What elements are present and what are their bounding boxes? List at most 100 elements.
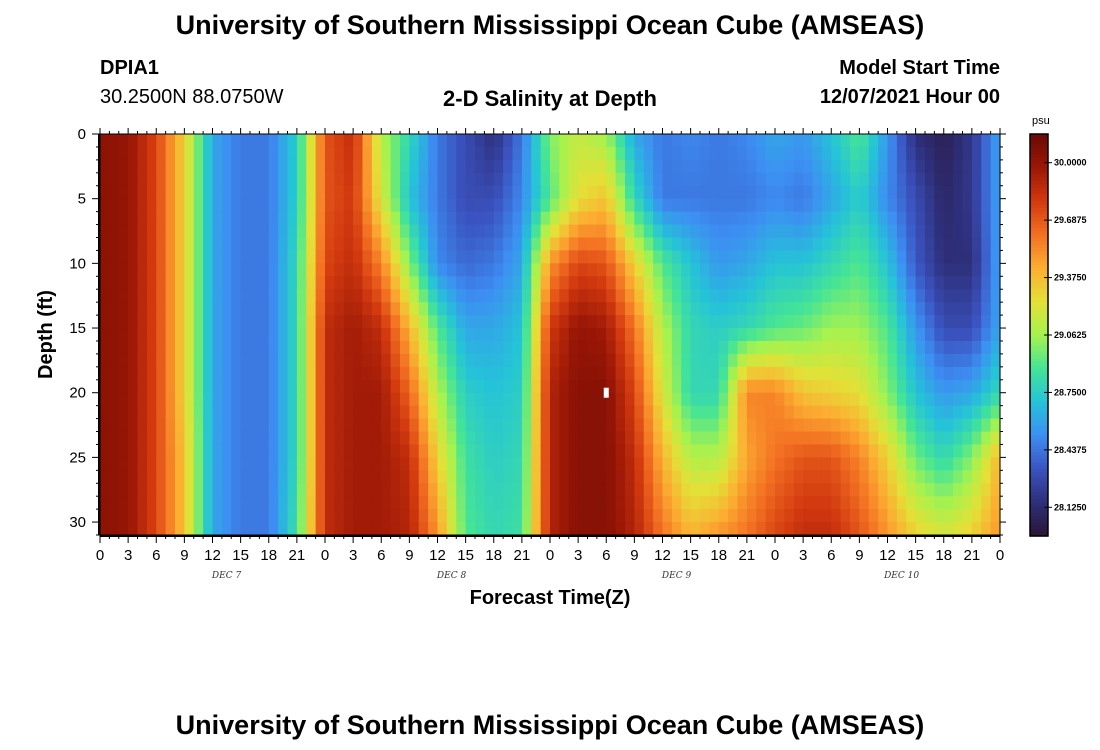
heatmap-cell <box>184 392 195 407</box>
heatmap-cell <box>259 328 270 342</box>
heatmap-cell <box>531 509 542 523</box>
heatmap-cell <box>690 276 701 290</box>
heatmap-cell <box>400 198 410 213</box>
heatmap-cell <box>925 328 935 342</box>
heatmap-cell <box>775 315 785 329</box>
heatmap-cell <box>306 522 317 536</box>
heatmap-cell <box>859 315 870 329</box>
heatmap-cell <box>503 340 514 355</box>
heatmap-cell <box>915 392 926 407</box>
heatmap-cell <box>418 457 429 471</box>
heatmap-cell <box>625 470 635 484</box>
heatmap-cell <box>259 366 270 381</box>
heatmap-cell <box>812 263 823 277</box>
heatmap-cell <box>521 353 532 368</box>
heatmap-cell <box>512 444 523 458</box>
heatmap-cell <box>943 211 954 226</box>
heatmap-cell <box>437 185 448 200</box>
heatmap-cell <box>456 522 467 536</box>
heatmap-cell <box>803 328 814 342</box>
heatmap-cell <box>784 289 795 303</box>
heatmap-cell <box>165 211 176 226</box>
heatmap-cell <box>231 444 242 458</box>
heatmap-cell <box>390 146 401 161</box>
heatmap-cell <box>981 328 992 342</box>
heatmap-cell <box>915 185 926 200</box>
heatmap-cell <box>793 237 804 252</box>
heatmap-cell <box>268 211 279 226</box>
heatmap-cell <box>784 496 795 510</box>
colorbar: 30.000029.687529.375029.062528.750028.43… <box>1029 133 1087 537</box>
heatmap-cell <box>606 289 617 303</box>
heatmap-cell <box>184 379 195 394</box>
heatmap-cell <box>465 146 476 161</box>
heatmap-cell <box>615 379 626 394</box>
heatmap-cell <box>343 211 354 226</box>
heatmap-cell <box>100 353 110 368</box>
heatmap-cell <box>596 353 607 368</box>
heatmap-cell <box>653 289 664 303</box>
colorbar-swatch <box>1030 298 1048 303</box>
heatmap-cell <box>334 315 345 329</box>
heatmap-cell <box>925 379 935 394</box>
heatmap-cell <box>540 392 551 407</box>
heatmap-cell <box>456 496 467 510</box>
heatmap-cell <box>746 496 757 510</box>
heatmap-cell <box>662 224 673 239</box>
colorbar-swatch <box>1030 137 1048 142</box>
heatmap-cell <box>831 172 842 187</box>
heatmap-cell <box>109 496 120 510</box>
heatmap-cell <box>268 250 279 264</box>
heatmap-cell <box>400 457 410 471</box>
heatmap-cell <box>981 250 992 264</box>
colorbar-swatch <box>1030 324 1048 329</box>
heatmap-cell <box>784 366 795 381</box>
heatmap-cell <box>728 470 739 484</box>
heatmap-cell <box>578 198 589 213</box>
heatmap-cell <box>934 172 945 187</box>
heatmap-cell <box>887 431 898 446</box>
heatmap-cell <box>184 496 195 510</box>
heatmap-cell <box>465 250 476 264</box>
heatmap-cell <box>428 470 439 484</box>
heatmap-cell <box>381 211 392 226</box>
heatmap-cell <box>718 340 729 355</box>
heatmap-cell <box>231 418 242 433</box>
heatmap-cell <box>746 340 757 355</box>
heatmap-cell <box>221 172 232 187</box>
heatmap-cell <box>990 522 1001 536</box>
heatmap-cell <box>859 328 870 342</box>
heatmap-cell <box>484 315 495 329</box>
heatmap-cell <box>793 250 804 264</box>
heatmap-cell <box>221 315 232 329</box>
colorbar-swatch <box>1030 211 1048 215</box>
heatmap-cell <box>418 250 429 264</box>
heatmap-cell <box>653 353 664 368</box>
heatmap-cell <box>746 302 757 316</box>
heatmap-cell <box>268 198 279 213</box>
heatmap-cell <box>953 237 964 252</box>
heatmap-cell <box>784 250 795 264</box>
heatmap-cell <box>746 237 757 252</box>
y-tick-label: 20 <box>69 385 86 402</box>
heatmap-cell <box>146 379 157 394</box>
heatmap-cell <box>184 211 195 226</box>
heatmap-cell <box>943 289 954 303</box>
heatmap-cell <box>625 146 635 161</box>
heatmap-cell <box>475 496 485 510</box>
heatmap-cell <box>737 211 748 226</box>
heatmap-cell <box>953 431 964 446</box>
heatmap-cell <box>418 237 429 252</box>
heatmap-cell <box>737 134 748 148</box>
heatmap-cell <box>568 276 579 290</box>
heatmap-cell <box>109 237 120 252</box>
heatmap-cell <box>962 159 973 174</box>
heatmap-cell <box>728 496 739 510</box>
heatmap-cell <box>231 366 242 381</box>
heatmap-cell <box>475 405 485 420</box>
heatmap-cell <box>934 134 945 148</box>
heatmap-cell <box>240 250 251 264</box>
heatmap-cell <box>240 405 251 420</box>
heatmap-cell <box>690 198 701 213</box>
heatmap-cell <box>746 250 757 264</box>
